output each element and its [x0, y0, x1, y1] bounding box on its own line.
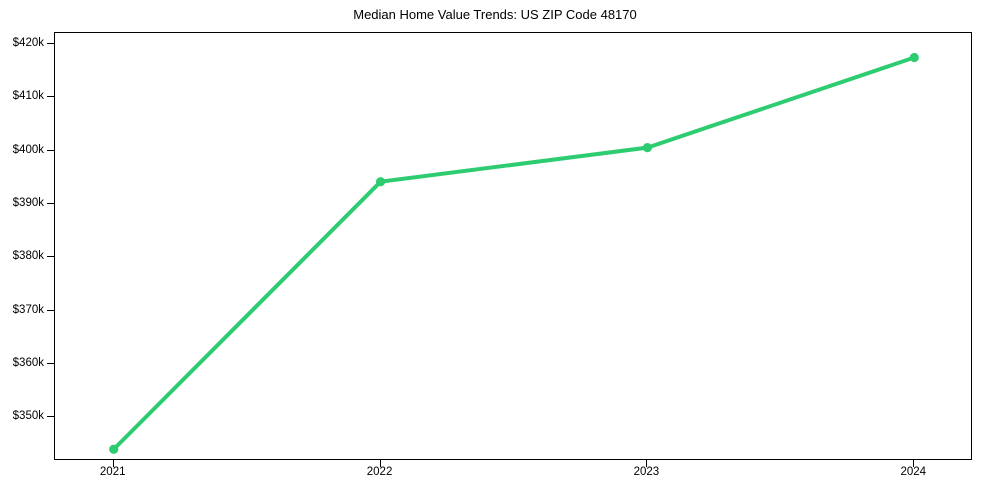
- y-tick-label: $370k: [12, 303, 44, 316]
- x-tick-mark: [646, 460, 648, 467]
- data-point-2023: [642, 143, 653, 153]
- x-tick-label: 2024: [900, 466, 927, 478]
- y-tick-label: $420k: [12, 37, 44, 50]
- series-line-median-home-value: [111, 55, 917, 452]
- y-tick-label: $390k: [12, 197, 44, 210]
- y-tick-mark: [47, 96, 54, 98]
- chart-title: Median Home Value Trends: US ZIP Code 48…: [353, 7, 637, 22]
- x-tick-label: 2022: [366, 466, 393, 478]
- data-point-2021: [109, 444, 119, 454]
- y-tick-label: $410k: [12, 90, 44, 103]
- series-markers: [109, 52, 919, 454]
- x-tick-mark: [112, 460, 114, 467]
- y-tick-label: $360k: [12, 356, 44, 369]
- y-tick-mark: [47, 256, 54, 258]
- x-tick-mark: [913, 460, 915, 467]
- y-tick-label: $400k: [12, 143, 44, 156]
- y-axis-tick-labels: $350k $360k $370k $380k $390k $400k $410k $420k: [0, 0, 44, 490]
- y-tick-mark: [47, 203, 54, 205]
- y-tick-mark: [47, 43, 54, 45]
- y-tick-mark: [47, 362, 54, 364]
- y-tick-label: $380k: [12, 250, 44, 263]
- y-tick-mark: [47, 149, 54, 151]
- line-series-svg: [109, 52, 919, 454]
- x-tick-label: 2023: [633, 466, 660, 478]
- x-tick-label: 2021: [99, 466, 126, 478]
- y-tick-mark: [47, 416, 54, 418]
- y-tick-mark: [47, 309, 54, 311]
- plot-area: [54, 32, 972, 460]
- data-point-2024: [909, 52, 919, 63]
- y-tick-label: $350k: [12, 410, 44, 423]
- data-point-2022: [375, 177, 386, 187]
- x-tick-mark: [379, 460, 381, 467]
